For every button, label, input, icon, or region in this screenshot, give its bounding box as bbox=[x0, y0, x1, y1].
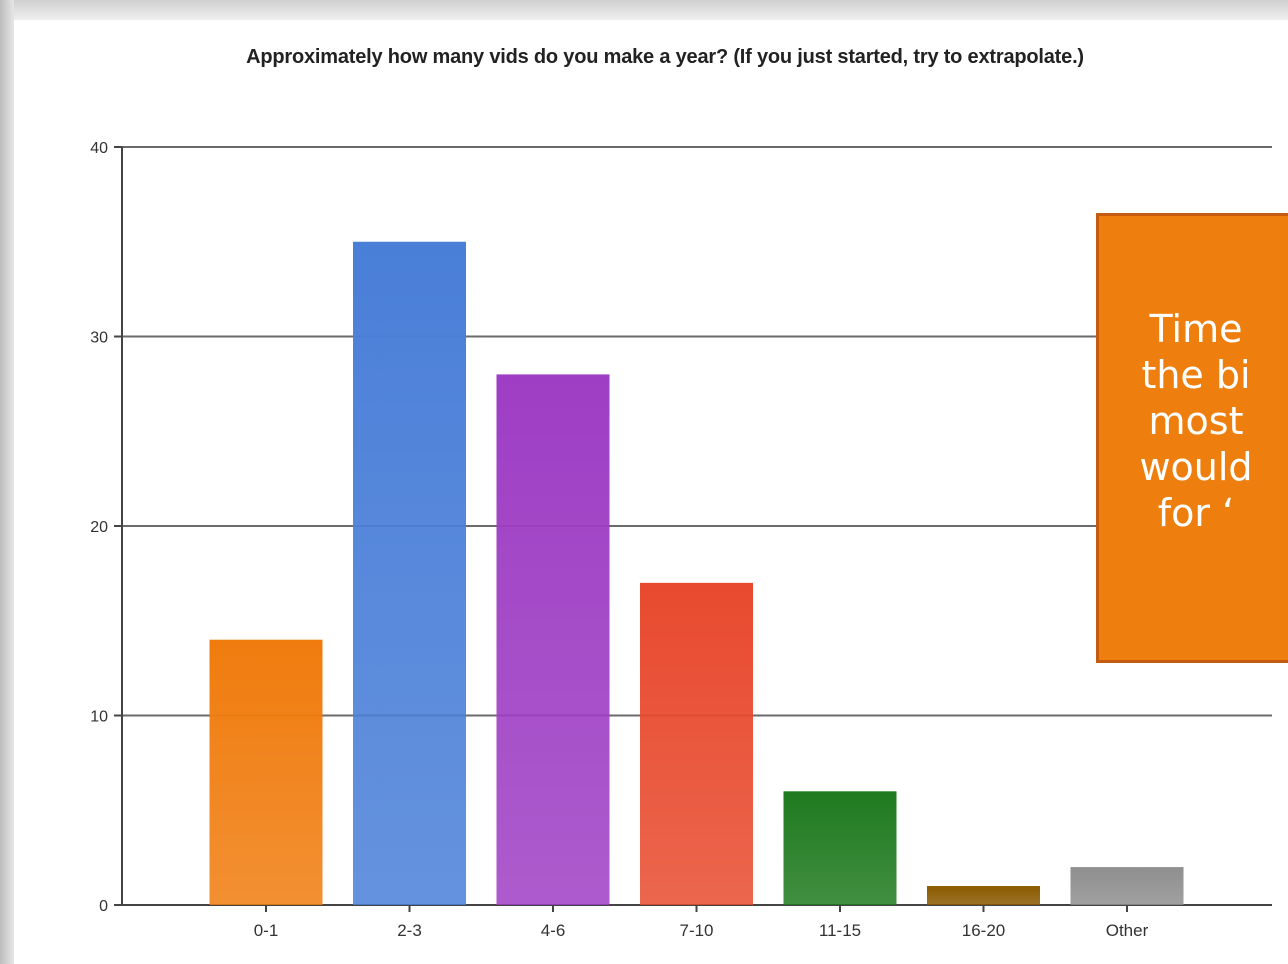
bar bbox=[927, 886, 1040, 905]
frame-left bbox=[0, 0, 14, 964]
x-tick-label: 2-3 bbox=[397, 921, 422, 940]
callout-line: the bi bbox=[1141, 353, 1251, 397]
y-tick-label: 0 bbox=[99, 898, 108, 915]
bar bbox=[640, 582, 753, 905]
bar bbox=[353, 241, 466, 905]
x-tick-label: 16-20 bbox=[962, 921, 1005, 940]
callout-line: most bbox=[1148, 399, 1244, 443]
x-tick-label: 4-6 bbox=[541, 921, 566, 940]
frame-top bbox=[0, 0, 1288, 20]
bar bbox=[783, 791, 897, 905]
chart-title: Approximately how many vids do you make … bbox=[246, 46, 1084, 68]
bar bbox=[209, 639, 323, 905]
callout-box: Time the bi most would for ‘ bbox=[1096, 213, 1288, 663]
y-tick-label: 10 bbox=[90, 709, 108, 726]
x-tick-label: 0-1 bbox=[254, 921, 279, 940]
x-tick-label: 7-10 bbox=[679, 921, 713, 940]
bar bbox=[1070, 867, 1184, 905]
y-tick-label: 40 bbox=[90, 140, 108, 157]
callout-line: for ‘ bbox=[1157, 491, 1235, 535]
x-tick-label: Other bbox=[1106, 921, 1149, 940]
y-tick-label: 30 bbox=[90, 330, 108, 347]
x-tick-label: 11-15 bbox=[819, 921, 861, 940]
callout-line: Time bbox=[1149, 307, 1243, 351]
y-tick-label: 20 bbox=[90, 519, 108, 536]
callout-line: would bbox=[1139, 445, 1253, 489]
bar bbox=[496, 374, 610, 905]
